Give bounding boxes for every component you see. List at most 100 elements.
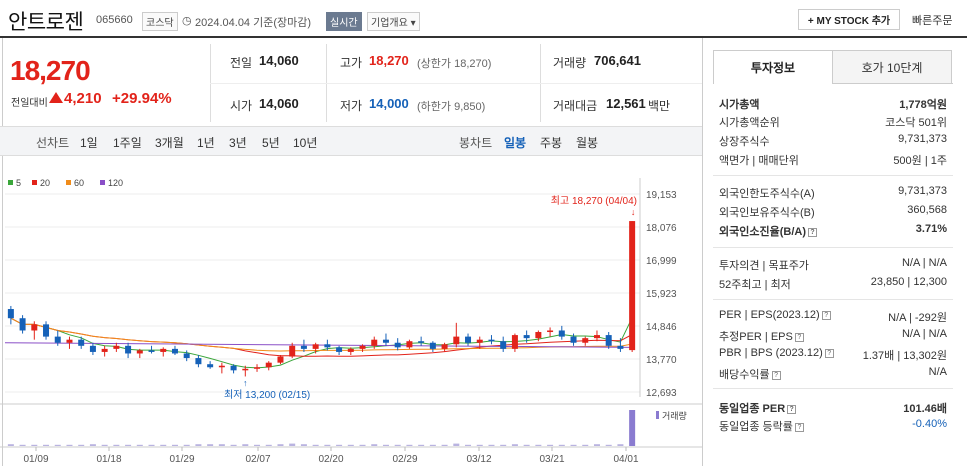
- info-label: PER | EPS(2023.12)?: [719, 309, 831, 321]
- volume-bar: [113, 444, 120, 446]
- volume-bar: [89, 444, 96, 446]
- tab-monthly[interactable]: 월봉: [576, 136, 599, 150]
- candle-body: [242, 368, 249, 371]
- help-icon[interactable]: ?: [771, 370, 781, 380]
- tab-invest-info[interactable]: 투자정보: [713, 50, 833, 84]
- tab-10y[interactable]: 10년: [293, 136, 318, 150]
- candle-body: [230, 365, 237, 371]
- my-stock-add-button[interactable]: + MY STOCK 추가: [798, 9, 900, 30]
- candle-body: [171, 348, 178, 354]
- volume-label: 거래량: [553, 56, 587, 70]
- volume-bar: [570, 444, 577, 446]
- info-value: 360,568: [907, 204, 947, 216]
- divider: [210, 83, 702, 84]
- volume-bar: [582, 444, 589, 446]
- candle-body: [300, 345, 307, 349]
- info-label-text: 추정PER | EPS: [719, 331, 793, 343]
- lower-limit: (하한가 9,850): [417, 101, 486, 113]
- volume-bar: [324, 444, 331, 446]
- help-icon[interactable]: ?: [794, 422, 804, 432]
- candle-body: [359, 345, 366, 349]
- info-value: 1.37배 | 13,302원: [862, 350, 947, 362]
- candle-body: [371, 339, 378, 346]
- volume-bar: [43, 444, 50, 446]
- volume-bar: [312, 444, 319, 446]
- section-divider: [713, 175, 953, 176]
- candle-body: [195, 358, 202, 365]
- volume-bar: [629, 410, 636, 446]
- volume-bar: [195, 444, 202, 446]
- info-label-text: 동일업종 PER: [719, 403, 786, 415]
- tab-1w[interactable]: 1주일: [113, 136, 142, 150]
- volume-bar: [31, 444, 38, 446]
- info-value: 500원 | 1주: [893, 155, 947, 167]
- down-arrow-icon: ↓: [631, 207, 636, 217]
- tab-hoga[interactable]: 호가 10단계: [832, 50, 952, 84]
- candle-body: [265, 362, 272, 368]
- tab-3m[interactable]: 3개월: [155, 136, 184, 150]
- candle-body: [254, 367, 261, 369]
- volume-bar: [453, 443, 460, 446]
- high-value: 18,270: [369, 53, 409, 68]
- candle-body: [511, 335, 518, 349]
- low-value: 14,000: [369, 96, 409, 111]
- volume-bar: [218, 444, 225, 446]
- legend-swatch: [66, 180, 71, 185]
- info-label-text: 시가총액: [719, 99, 760, 111]
- candlestick-chart[interactable]: 19,153 18,076 16,999 15,923 14,846 13,770 12,6…: [0, 158, 702, 466]
- candle-body: [535, 332, 542, 339]
- candle-body: [582, 338, 589, 343]
- prev-close-value: 14,060: [259, 53, 299, 68]
- realtime-badge[interactable]: 실시간: [326, 12, 362, 31]
- candle-body: [570, 336, 577, 343]
- info-label: 추정PER | EPS?: [719, 328, 804, 344]
- info-label-text: 상장주식수: [719, 136, 770, 148]
- tab-5y[interactable]: 5년: [262, 136, 280, 150]
- volume-bar: [535, 444, 542, 446]
- company-info-dropdown[interactable]: 기업개요 ▾: [367, 12, 420, 31]
- volume-bar: [488, 444, 495, 446]
- candle-body: [465, 336, 472, 343]
- volume-bar: [7, 444, 14, 446]
- tab-1y[interactable]: 1년: [197, 136, 215, 150]
- volume-bar: [242, 444, 249, 446]
- candle-body: [289, 345, 296, 357]
- volume-bar: [277, 444, 284, 446]
- candle-body: [382, 339, 389, 343]
- volume-label: 거래량: [662, 410, 687, 421]
- quick-order-button[interactable]: 빠른주문: [912, 15, 953, 27]
- volume-bar: [54, 444, 61, 446]
- tab-daily[interactable]: 일봉: [504, 136, 527, 150]
- help-icon[interactable]: ?: [824, 348, 834, 358]
- info-value: -0.40%: [912, 418, 947, 430]
- info-value: 9,731,373: [898, 133, 947, 145]
- y-tick-label: 18,076: [646, 223, 677, 234]
- x-tick-label: 01/29: [169, 454, 194, 465]
- volume-bar: [500, 444, 507, 446]
- y-tick-label: 14,846: [646, 322, 677, 333]
- volume-bar: [371, 444, 378, 446]
- candle-body: [406, 341, 413, 348]
- legend-swatch: [32, 180, 37, 185]
- volume-bar: [66, 444, 73, 446]
- info-value: N/A | N/A: [901, 328, 947, 340]
- prev-close-label: 전일: [230, 56, 253, 70]
- help-icon[interactable]: ?: [808, 227, 817, 237]
- help-icon[interactable]: ?: [787, 404, 797, 414]
- tab-3y[interactable]: 3년: [229, 136, 247, 150]
- info-value: 101.46배: [903, 403, 947, 415]
- volume-bar: [160, 444, 167, 446]
- moving-average-line: [10, 317, 633, 352]
- x-tick-label: 04/01: [613, 454, 638, 465]
- volume-bar: [101, 444, 108, 446]
- y-tick-label: 15,923: [646, 289, 677, 300]
- volume-bar: [336, 444, 343, 446]
- help-icon[interactable]: ?: [794, 332, 804, 342]
- tab-1d[interactable]: 1일: [80, 136, 98, 150]
- volume-bar: [289, 443, 296, 446]
- volume-bar: [347, 444, 354, 446]
- candle-body: [453, 336, 460, 345]
- help-icon[interactable]: ?: [821, 310, 831, 320]
- tab-weekly[interactable]: 주봉: [540, 136, 563, 150]
- info-label-text: PBR | BPS (2023.12): [719, 347, 823, 359]
